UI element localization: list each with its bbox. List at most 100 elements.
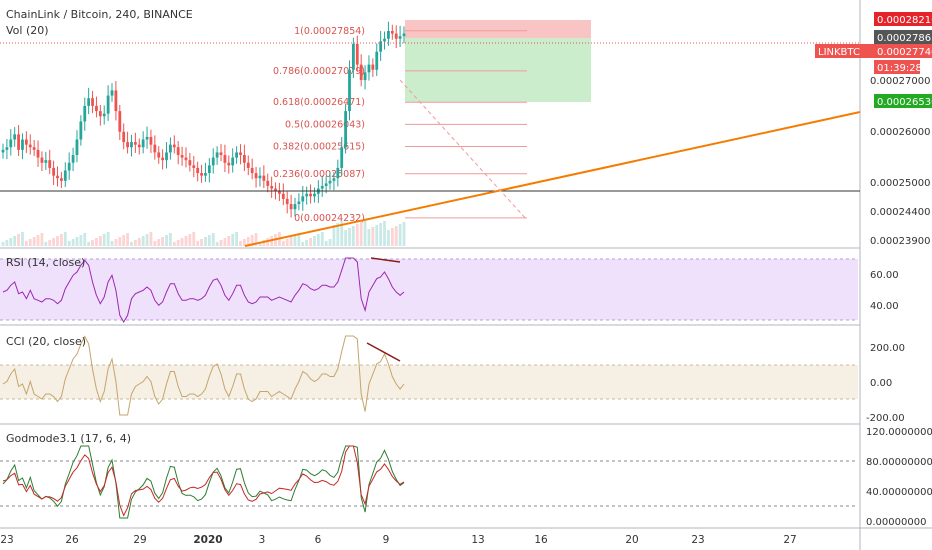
volume-bar	[297, 233, 301, 246]
candle-body	[200, 173, 203, 176]
last-price-text: 0.00027740	[877, 47, 932, 58]
candle-body	[359, 64, 363, 81]
volume-bar	[17, 234, 20, 246]
take-profit-zone[interactable]	[405, 38, 591, 102]
fib-level-label: 0(0.00024232)	[294, 213, 365, 224]
volume-bar	[36, 235, 40, 246]
candle-body	[130, 142, 133, 148]
candle-body	[180, 155, 184, 158]
candle-body	[122, 131, 126, 143]
candle-body	[383, 38, 386, 42]
candle-body	[301, 196, 305, 202]
volume-bar	[137, 238, 141, 246]
volume-bar	[336, 223, 340, 246]
candle-body	[114, 90, 118, 112]
volume-bar	[44, 242, 48, 246]
cci-tick: 0.00	[870, 378, 892, 389]
volume-bar	[130, 242, 133, 246]
candle-body	[239, 152, 242, 155]
price-axis[interactable]: 0.00027000 0.00026000 0.00025000 0.00024…	[815, 12, 932, 247]
volume-bar	[223, 238, 227, 246]
godmode-label: Godmode3.1 (17, 6, 4)	[6, 432, 131, 445]
volume-bar	[281, 241, 285, 246]
volume-bar	[320, 232, 324, 246]
candle-body	[169, 144, 172, 153]
fib-level-label: 0.5(0.00026043)	[285, 119, 365, 130]
volume-bar	[172, 242, 176, 246]
trend-line[interactable]	[244, 111, 861, 247]
stop-loss-zone[interactable]	[405, 20, 591, 38]
rsi-tick: 60.00	[870, 270, 899, 281]
stop-price-tag	[874, 12, 932, 26]
cci-tick: 200.00	[870, 343, 905, 354]
candle-body	[313, 193, 316, 197]
symbol-tag-text: LINKBTC	[818, 47, 860, 58]
candle-body	[87, 98, 91, 106]
candle-body	[13, 134, 17, 140]
time-tick: 2020	[193, 534, 222, 546]
candle-body	[28, 144, 32, 148]
volume-bar	[242, 239, 246, 246]
godmode-slow	[2, 445, 405, 517]
candle-body	[235, 152, 238, 158]
candle-body	[21, 139, 24, 150]
candle-body	[324, 183, 328, 186]
volume-bar	[363, 220, 367, 246]
candle-body	[71, 155, 75, 163]
fib-level-label: 0.382(0.00025615)	[273, 141, 365, 152]
volume-bar	[184, 236, 188, 246]
volume-bar	[40, 233, 44, 246]
projection-line[interactable]	[399, 79, 528, 221]
godmode-tick: 80.00000000	[866, 457, 932, 468]
volume-bar	[215, 242, 219, 246]
candle-body	[371, 64, 375, 70]
volume-bar	[328, 239, 332, 246]
candle-body	[231, 157, 235, 166]
candle-body	[83, 105, 87, 122]
volume-bar	[211, 233, 215, 246]
candle-body	[262, 175, 266, 181]
entry-price-text: 0.00027863	[877, 33, 932, 44]
volume-bar	[1, 242, 5, 246]
price-tick: 0.00025000	[870, 178, 930, 189]
target-price-text: 0.00026530	[877, 97, 932, 108]
volume-bar	[83, 233, 87, 246]
candle-body	[91, 98, 94, 106]
price-tick: 0.00027000	[870, 76, 930, 87]
cci-divergence[interactable]	[366, 342, 401, 362]
candle-body	[137, 144, 141, 148]
candle-body	[98, 111, 102, 117]
volume-bar	[235, 232, 238, 246]
volume-bar	[289, 237, 293, 246]
volume-bar	[379, 223, 383, 246]
fib-retracement[interactable]: 1(0.00027854) 0.786(0.00027079) 0.618(0.00…	[273, 26, 527, 224]
candle-body	[375, 51, 379, 70]
time-axis[interactable]: 23 26 29 2020 3 6 9 13 16 20 23 27	[0, 534, 796, 546]
volume-bar	[114, 239, 118, 246]
godmode-tick: 0.00000000	[866, 517, 926, 528]
candle-body	[149, 136, 153, 145]
rsi-band	[0, 259, 858, 320]
volume-bar	[79, 235, 83, 246]
candle-body	[126, 142, 129, 148]
volume-bar	[367, 229, 371, 246]
volume-bar	[227, 236, 231, 246]
time-tick: 6	[315, 534, 322, 546]
volume-bar	[340, 221, 344, 246]
volume-bar	[351, 226, 355, 246]
candle-body	[40, 157, 44, 163]
candle-body	[24, 139, 28, 145]
volume-bar	[398, 224, 402, 246]
candle-body	[118, 111, 122, 132]
volume-bar	[141, 236, 145, 246]
volume-bar	[390, 228, 394, 246]
candle-body	[309, 193, 312, 197]
volume-bar	[316, 234, 320, 246]
candle-body	[274, 188, 277, 192]
candle-body	[141, 139, 145, 148]
volume-bar	[254, 233, 258, 246]
candle-body	[351, 43, 355, 70]
volume-bar	[293, 235, 297, 246]
rsi-divergence[interactable]	[370, 257, 401, 263]
